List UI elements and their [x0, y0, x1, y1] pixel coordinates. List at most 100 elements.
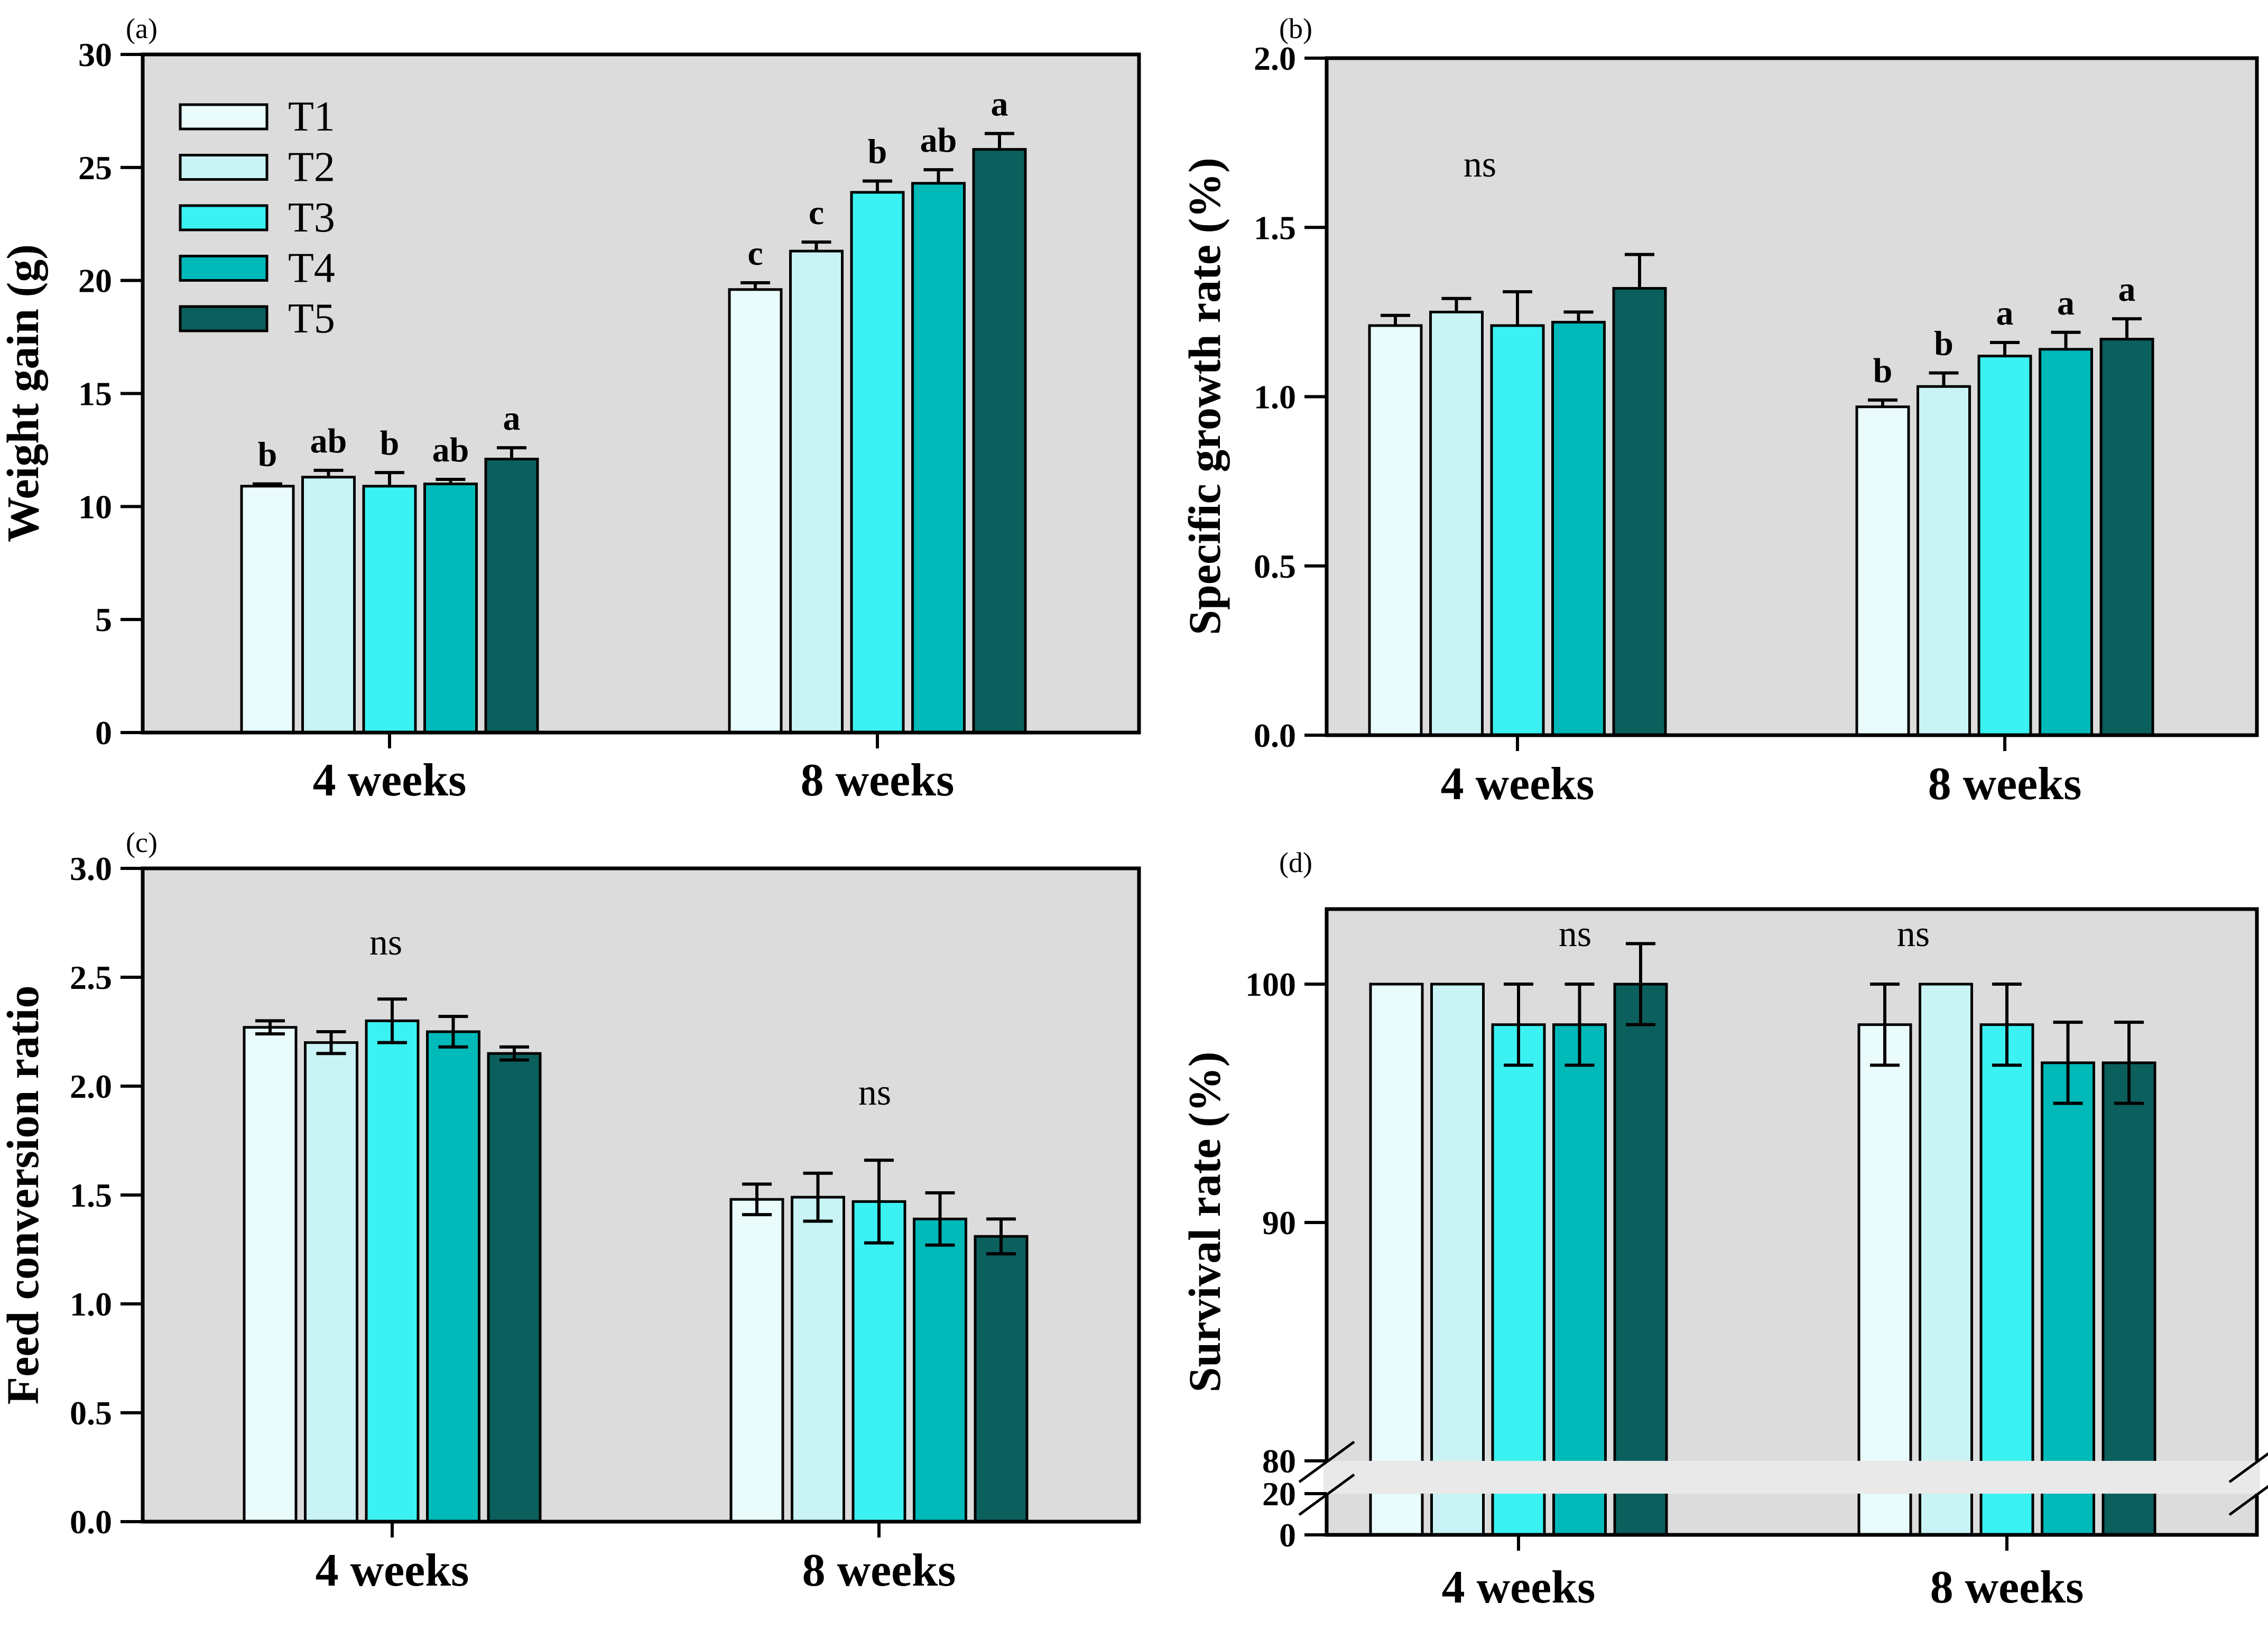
bar-T3-4-weeks	[365, 1019, 420, 1523]
bar-T2-4-weeks	[1429, 310, 1484, 737]
bar-T4-4-weeks	[423, 483, 478, 734]
bar-T2-8-weeks	[1919, 983, 1973, 1536]
bar-T4-4-weeks	[426, 1030, 480, 1523]
x-category-label: 8 weeks	[801, 755, 955, 806]
y-tick-label: 2.5	[70, 959, 112, 996]
sig-letter: a	[991, 85, 1008, 124]
y-tick-label: 0	[1279, 1516, 1296, 1554]
panel-letter: (d)	[1279, 847, 1312, 878]
sig-letter: ab	[310, 422, 347, 460]
y-tick-label: 1.0	[1254, 378, 1296, 416]
y-tick-label: 0.5	[1254, 548, 1296, 585]
bar-T4-8-weeks	[911, 182, 966, 734]
ns-annotation: ns	[1464, 144, 1496, 185]
axis-break-slash	[2228, 1452, 2268, 1484]
bar-T3-8-weeks	[1979, 1023, 2034, 1536]
y-tick-label: 2.0	[70, 1068, 112, 1105]
y-tick-label: 5	[95, 601, 112, 638]
x-category-label: 8 weeks	[1928, 758, 2082, 810]
y-tick-label: 80	[1262, 1442, 1296, 1480]
bar-T5-4-weeks	[484, 458, 539, 734]
bar-T2-4-weeks	[301, 476, 356, 734]
ns-annotation: ns	[858, 1072, 891, 1113]
x-category-label: 8 weeks	[802, 1545, 956, 1596]
bar-T2-8-weeks	[789, 249, 844, 734]
y-axis-title: Feed conversion ratio	[0, 986, 48, 1405]
y-tick-label: 20	[78, 262, 112, 300]
sig-letter: b	[1934, 325, 1954, 363]
ns-annotation: ns	[1559, 914, 1591, 955]
legend-swatch-T5	[179, 305, 269, 332]
legend-label: T4	[288, 245, 335, 292]
bar-T4-4-weeks	[1552, 1023, 1607, 1536]
y-tick-label: 90	[1262, 1204, 1296, 1242]
sig-letter: ab	[920, 121, 957, 160]
bar-T1-4-weeks	[240, 485, 295, 734]
bar-T5-4-weeks	[487, 1052, 542, 1523]
y-tick-label: 1.5	[1254, 209, 1296, 246]
y-tick-label: 10	[78, 488, 112, 525]
x-category-label: 4 weeks	[1442, 1562, 1596, 1613]
legend-label: T3	[288, 195, 335, 241]
legend-swatch-T1	[179, 103, 269, 131]
bar-T4-8-weeks	[913, 1217, 967, 1523]
bar-T5-8-weeks	[972, 148, 1027, 734]
panel-letter: (b)	[1279, 13, 1312, 44]
y-tick-label: 1.0	[70, 1285, 112, 1323]
sig-letter: b	[868, 132, 887, 171]
y-tick-label: 2.0	[1254, 40, 1296, 77]
bar-T1-4-weeks	[1369, 983, 1424, 1536]
x-category-label: 4 weeks	[1441, 758, 1595, 810]
y-tick-label: 20	[1262, 1475, 1296, 1513]
bar-T2-4-weeks	[304, 1041, 358, 1523]
legend-label: T2	[288, 144, 335, 191]
bar-T5-8-weeks	[2099, 338, 2154, 737]
bar-T3-8-weeks	[851, 1200, 906, 1523]
y-axis-title: Specific growth rate (%)	[1179, 158, 1230, 635]
sig-letter: a	[503, 399, 521, 438]
legend-label: T5	[288, 295, 335, 342]
bar-T1-4-weeks	[243, 1026, 298, 1523]
bar-T3-8-weeks	[850, 191, 905, 734]
bar-T5-4-weeks	[1612, 287, 1667, 737]
ns-annotation: ns	[369, 922, 402, 963]
x-category-label: 4 weeks	[313, 755, 467, 806]
legend-swatch-T2	[179, 154, 269, 181]
sig-letter: b	[258, 436, 277, 474]
bar-T2-8-weeks	[1917, 385, 1971, 737]
y-axis-title: Survival rate (%)	[1179, 1052, 1230, 1393]
bar-T5-8-weeks	[974, 1235, 1029, 1523]
y-tick-label: 0.0	[70, 1503, 112, 1541]
sig-letter: ab	[432, 431, 469, 469]
y-tick-label: 25	[78, 149, 112, 187]
y-tick-label: 1.5	[70, 1177, 112, 1214]
sig-letter: b	[380, 424, 400, 462]
y-tick-label: 0	[95, 714, 112, 752]
sig-letter: a	[2057, 284, 2075, 322]
x-category-label: 4 weeks	[316, 1545, 469, 1596]
legend-label: T1	[288, 94, 335, 140]
legend-swatch-T4	[179, 255, 269, 282]
sig-letter: c	[747, 234, 763, 273]
sig-letter: a	[2118, 270, 2136, 309]
bar-T1-8-weeks	[1855, 405, 1910, 737]
axis-break-slash	[2228, 1485, 2268, 1516]
y-tick-label: 0.5	[70, 1394, 112, 1432]
bar-T3-8-weeks	[1977, 355, 2032, 737]
y-axis-title: Weight gain (g)	[0, 244, 48, 542]
x-category-label: 8 weeks	[1930, 1562, 2084, 1613]
sig-letter: a	[1996, 294, 2014, 332]
bar-T1-8-weeks	[1857, 1023, 1912, 1536]
y-tick-label: 100	[1245, 966, 1296, 1003]
bar-T1-4-weeks	[1368, 324, 1423, 737]
bar-T2-8-weeks	[791, 1196, 845, 1523]
sig-letter: c	[809, 193, 824, 232]
sig-letter: b	[1873, 351, 1893, 390]
panel-letter: (c)	[126, 827, 158, 858]
y-tick-label: 0.0	[1254, 717, 1296, 754]
panel-letter: (a)	[126, 13, 158, 44]
legend-swatch-T3	[179, 204, 269, 231]
bar-T1-8-weeks	[728, 288, 783, 734]
